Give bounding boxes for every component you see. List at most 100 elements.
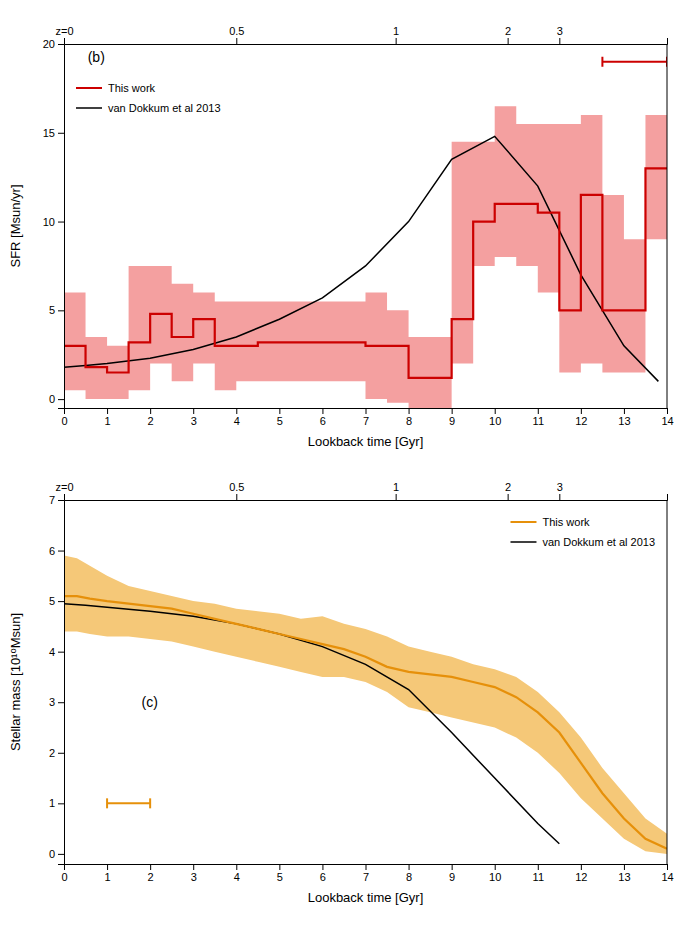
tick-mark — [150, 408, 151, 414]
legend-label: This work — [542, 516, 590, 528]
tick-label: 0.5 — [229, 25, 244, 37]
tick-mark — [58, 753, 64, 754]
tick-mark — [366, 408, 367, 414]
tick-label: 9 — [449, 415, 455, 427]
tick-label: 3 — [557, 481, 563, 493]
tick: 15 — [43, 127, 64, 139]
y-axis-title: Stellar mass [10¹⁰Msun] — [8, 613, 23, 751]
tick-mark — [58, 702, 64, 703]
panel-label: (b) — [88, 49, 105, 65]
error-bar-cap — [106, 798, 108, 808]
panel: 0123456789101112131401234567z=00.5123Loo… — [8, 481, 674, 905]
tick: 3 — [557, 481, 563, 500]
tick-mark — [322, 408, 323, 414]
tick-label: 5 — [277, 415, 283, 427]
tick-mark — [58, 601, 64, 602]
tick-mark — [366, 864, 367, 870]
tick: 0.5 — [229, 481, 244, 500]
tick-mark — [58, 803, 64, 804]
tick-label: 0 — [61, 415, 67, 427]
tick: 2 — [505, 481, 511, 500]
tick: 20 — [43, 38, 64, 50]
tick-label: 6 — [49, 545, 55, 557]
x-axis: 01234567891011121314 — [61, 408, 673, 427]
axis-line — [58, 501, 65, 865]
tick: 13 — [618, 864, 630, 883]
tick-label: 2 — [505, 25, 511, 37]
y-axis-title: SFR [Msun/yr] — [8, 184, 23, 267]
tick: 10 — [43, 216, 64, 228]
axis-line — [65, 409, 668, 415]
tick-mark — [193, 864, 194, 870]
tick-label: 7 — [363, 871, 369, 883]
tick-label: 1 — [105, 871, 111, 883]
tick-label: 0.5 — [229, 481, 244, 493]
tick-mark — [150, 864, 151, 870]
tick-mark — [667, 408, 668, 414]
tick-label: 0 — [49, 848, 55, 860]
tick-mark — [495, 408, 496, 414]
tick-label: 2 — [505, 481, 511, 493]
tick-mark — [322, 864, 323, 870]
plot-area — [64, 57, 667, 408]
tick-label: 3 — [191, 871, 197, 883]
tick-mark — [107, 408, 108, 414]
tick-label: 14 — [661, 871, 673, 883]
legend-swatch — [76, 107, 102, 109]
tick-mark — [107, 864, 108, 870]
legend-label: This work — [108, 82, 156, 94]
tick: 2 — [148, 864, 154, 883]
x-axis-title: Lookback time [Gyr] — [308, 890, 424, 905]
tick: 0.5 — [229, 25, 244, 44]
tick: 0 — [61, 408, 67, 427]
tick: 5 — [49, 595, 64, 607]
tick-mark — [58, 551, 64, 552]
tick-mark — [58, 854, 64, 855]
tick-label: 0 — [49, 393, 55, 405]
tick: 5 — [277, 864, 283, 883]
tick-mark — [58, 44, 64, 45]
x2-axis: z=00.5123 — [55, 25, 667, 45]
tick: 4 — [234, 408, 240, 427]
legend-label: van Dokkum et al 2013 — [108, 102, 221, 114]
tick: 2 — [49, 747, 64, 759]
tick-label: 11 — [533, 871, 544, 883]
tick: 5 — [49, 304, 64, 316]
axis-line — [58, 45, 65, 409]
tick-label: 12 — [575, 415, 587, 427]
tick-mark — [452, 408, 453, 414]
tick: 6 — [320, 864, 326, 883]
legend-item: van Dokkum et al 2013 — [510, 536, 655, 548]
tick-label: 1 — [49, 797, 55, 809]
tick-mark — [581, 864, 582, 870]
tick: 9 — [449, 864, 455, 883]
tick-label: 3 — [191, 415, 197, 427]
tick: 9 — [449, 408, 455, 427]
tick-mark — [193, 408, 194, 414]
axis-line — [65, 865, 668, 871]
tick-mark — [236, 38, 237, 44]
tick: 6 — [49, 545, 64, 557]
tick-mark — [236, 408, 237, 414]
legend: This work van Dokkum et al 2013 — [510, 516, 655, 548]
tick: 0 — [61, 864, 67, 883]
tick: 7 — [49, 494, 64, 506]
legend-swatch — [76, 87, 102, 89]
tick-label: 7 — [363, 415, 369, 427]
tick: 5 — [277, 408, 283, 427]
error-bar-line — [602, 61, 667, 63]
tick-label: 10 — [489, 415, 501, 427]
tick: 10 — [489, 864, 501, 883]
tick-label: 7 — [49, 494, 55, 506]
tick-mark — [667, 864, 668, 870]
tick-mark — [279, 408, 280, 414]
tick-mark — [508, 38, 509, 44]
legend-label: van Dokkum et al 2013 — [542, 536, 655, 548]
tick-label: z=0 — [55, 481, 73, 493]
tick-label: 6 — [320, 415, 326, 427]
tick-label: 4 — [234, 415, 240, 427]
tick-label: 8 — [406, 415, 412, 427]
tick-mark — [236, 494, 237, 500]
tick-label: 2 — [148, 871, 154, 883]
tick-label: 3 — [557, 25, 563, 37]
